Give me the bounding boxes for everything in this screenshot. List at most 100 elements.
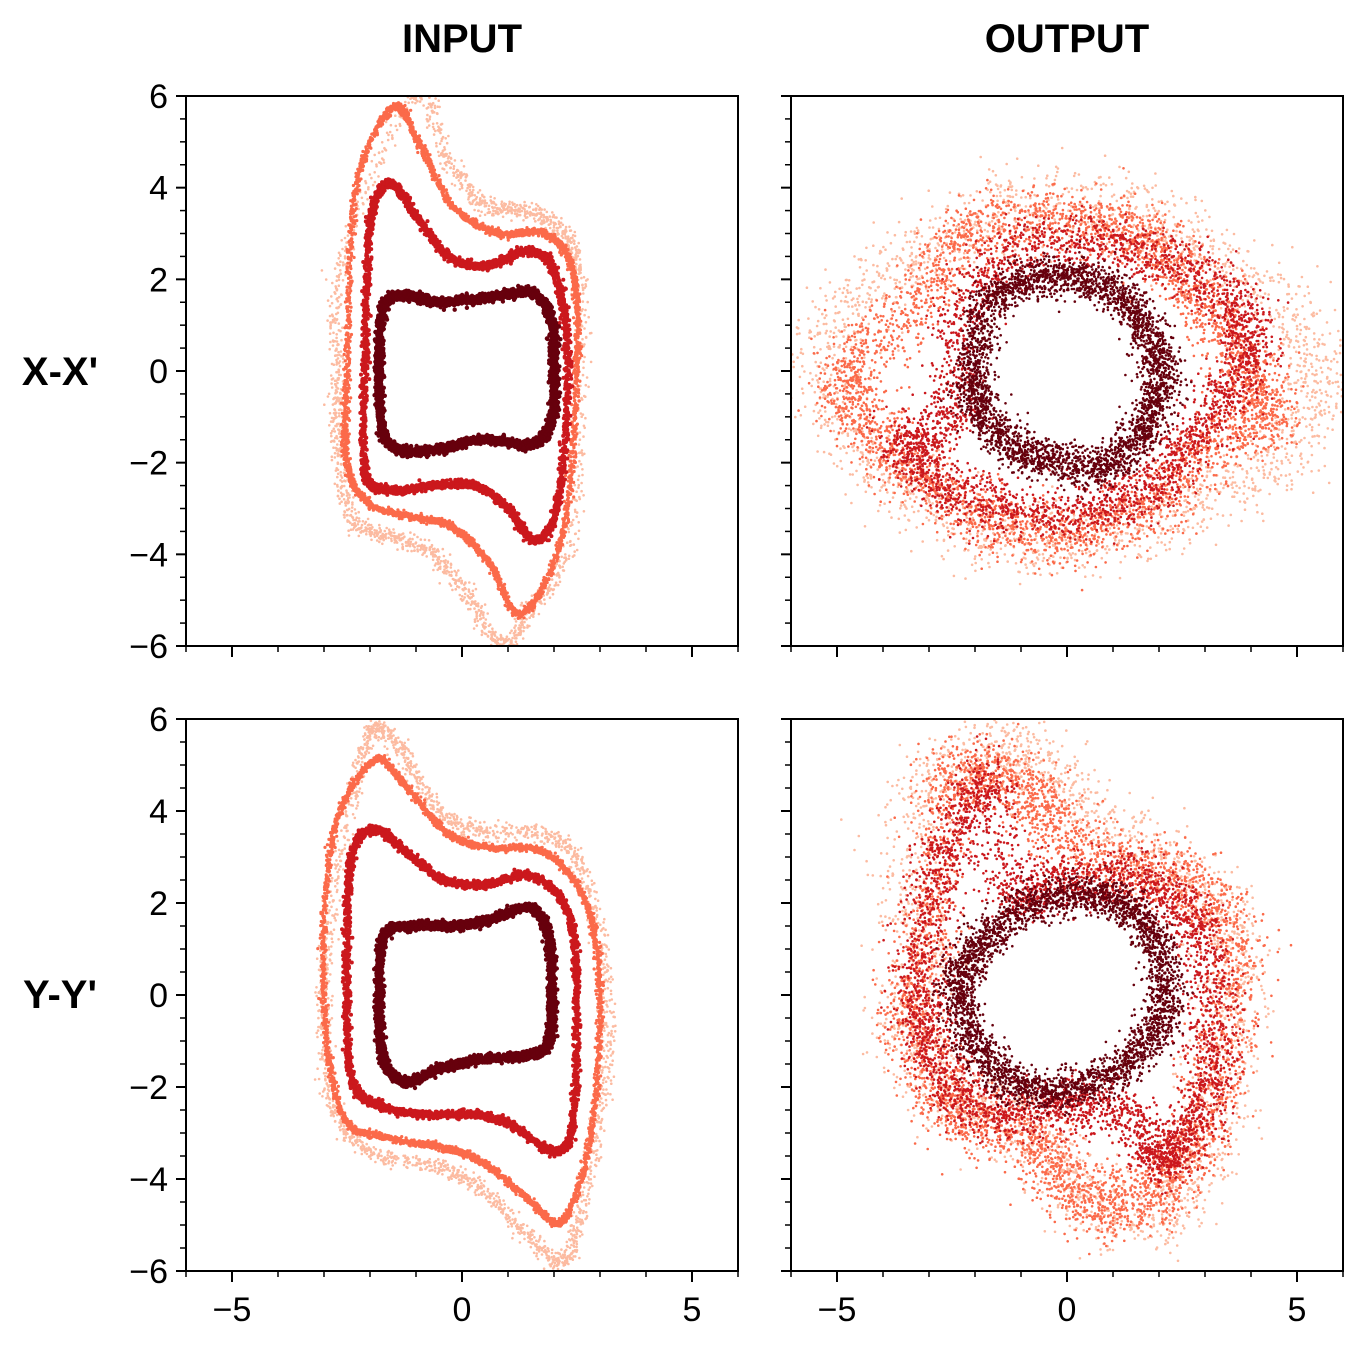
scatter-point xyxy=(377,175,380,178)
scatter-point xyxy=(466,186,469,190)
scatter-point xyxy=(442,554,446,558)
scatter-point xyxy=(444,152,447,156)
scatter-point xyxy=(577,329,581,333)
scatter-point xyxy=(436,112,439,116)
scatter-point xyxy=(337,412,341,415)
scatter-point xyxy=(439,128,443,131)
scatter-point xyxy=(514,208,517,211)
scatter-point xyxy=(328,424,331,427)
scatter-point xyxy=(432,111,436,114)
scatter-point xyxy=(370,159,374,163)
scatter-point xyxy=(340,494,344,498)
scatter-point xyxy=(336,443,339,446)
scatter-point xyxy=(396,548,399,551)
scatter-point xyxy=(394,114,397,117)
scatter-point xyxy=(456,534,460,538)
scatter-point xyxy=(503,582,507,586)
scatter-point xyxy=(576,283,580,288)
scatter-point xyxy=(476,602,480,605)
scatter-point xyxy=(519,603,523,607)
scatter-point xyxy=(573,381,577,385)
scatter-point xyxy=(574,387,578,391)
scatter-point xyxy=(582,275,586,279)
scatter-point xyxy=(564,235,567,238)
scatter-point xyxy=(338,497,341,501)
scatter-point xyxy=(434,91,437,94)
scatter-point xyxy=(492,647,495,650)
scatter-point xyxy=(503,648,506,651)
scatter-point xyxy=(344,263,347,266)
scatter-point xyxy=(342,484,346,488)
scatter-point xyxy=(373,171,377,174)
scatter-point xyxy=(468,581,471,584)
scatter-point xyxy=(526,626,529,629)
scatter-point xyxy=(348,295,352,299)
scatter-point xyxy=(419,538,423,541)
scatter-point xyxy=(401,545,405,549)
scatter-point xyxy=(448,553,452,556)
scatter-point xyxy=(339,392,342,396)
scatter-point xyxy=(423,538,427,542)
scatter-point xyxy=(581,373,585,377)
scatter-point xyxy=(580,489,583,493)
scatter-point xyxy=(491,206,495,210)
scatter-point xyxy=(344,500,348,504)
scatter-point xyxy=(560,555,563,559)
scatter-point xyxy=(471,589,475,593)
scatter-point xyxy=(524,610,528,614)
scatter-point xyxy=(423,86,426,89)
scatter-point xyxy=(404,109,408,113)
scatter-point xyxy=(581,468,584,471)
scatter-point xyxy=(332,331,335,335)
scatter-point xyxy=(377,151,381,155)
scatter-point xyxy=(413,533,416,536)
scatter-point xyxy=(441,167,444,170)
scatter-point xyxy=(569,451,573,455)
scatter-point xyxy=(463,596,467,599)
scatter-point xyxy=(510,206,513,209)
scatter-point xyxy=(558,566,562,569)
scatter-point xyxy=(333,408,337,412)
scatter-point xyxy=(542,216,545,219)
scatter-point xyxy=(457,569,460,572)
scatter-point xyxy=(499,211,503,214)
scatter-point xyxy=(577,399,581,403)
scatter-point xyxy=(540,222,543,226)
scatter-point xyxy=(353,508,357,511)
scatter-point xyxy=(335,424,338,428)
scatter-point xyxy=(531,213,535,217)
scatter-point xyxy=(413,549,416,552)
scatter-point xyxy=(458,593,462,597)
scatter-point xyxy=(578,344,582,349)
scatter-point xyxy=(493,634,497,637)
scatter-point xyxy=(339,293,343,296)
scatter-point xyxy=(571,518,575,522)
scatter-point xyxy=(558,580,562,584)
scatter-point xyxy=(467,601,470,605)
scatter-point xyxy=(459,576,462,580)
scatter-point xyxy=(337,350,340,354)
scatter-point xyxy=(573,483,577,487)
scatter-point xyxy=(434,129,437,133)
scatter-point xyxy=(357,207,360,211)
scatter-point xyxy=(502,638,506,642)
scatter-point xyxy=(455,176,458,179)
scatter-point xyxy=(475,614,479,618)
scatter-point xyxy=(584,335,588,339)
scatter-point xyxy=(409,540,413,544)
scatter-point xyxy=(428,117,432,121)
scatter-point xyxy=(553,584,556,587)
scatter-point xyxy=(415,146,419,150)
scatter-point xyxy=(540,219,544,222)
scatter-point xyxy=(573,550,576,553)
scatter-point xyxy=(470,602,474,605)
scatter-point xyxy=(355,528,358,532)
scatter-point xyxy=(483,555,487,559)
scatter-point xyxy=(460,186,464,190)
scatter-point xyxy=(364,181,368,185)
scatter-point xyxy=(496,587,500,591)
scatter-point xyxy=(460,173,464,176)
scatter-point xyxy=(487,207,491,211)
scatter-point xyxy=(346,349,350,353)
scatter-point xyxy=(448,582,452,585)
